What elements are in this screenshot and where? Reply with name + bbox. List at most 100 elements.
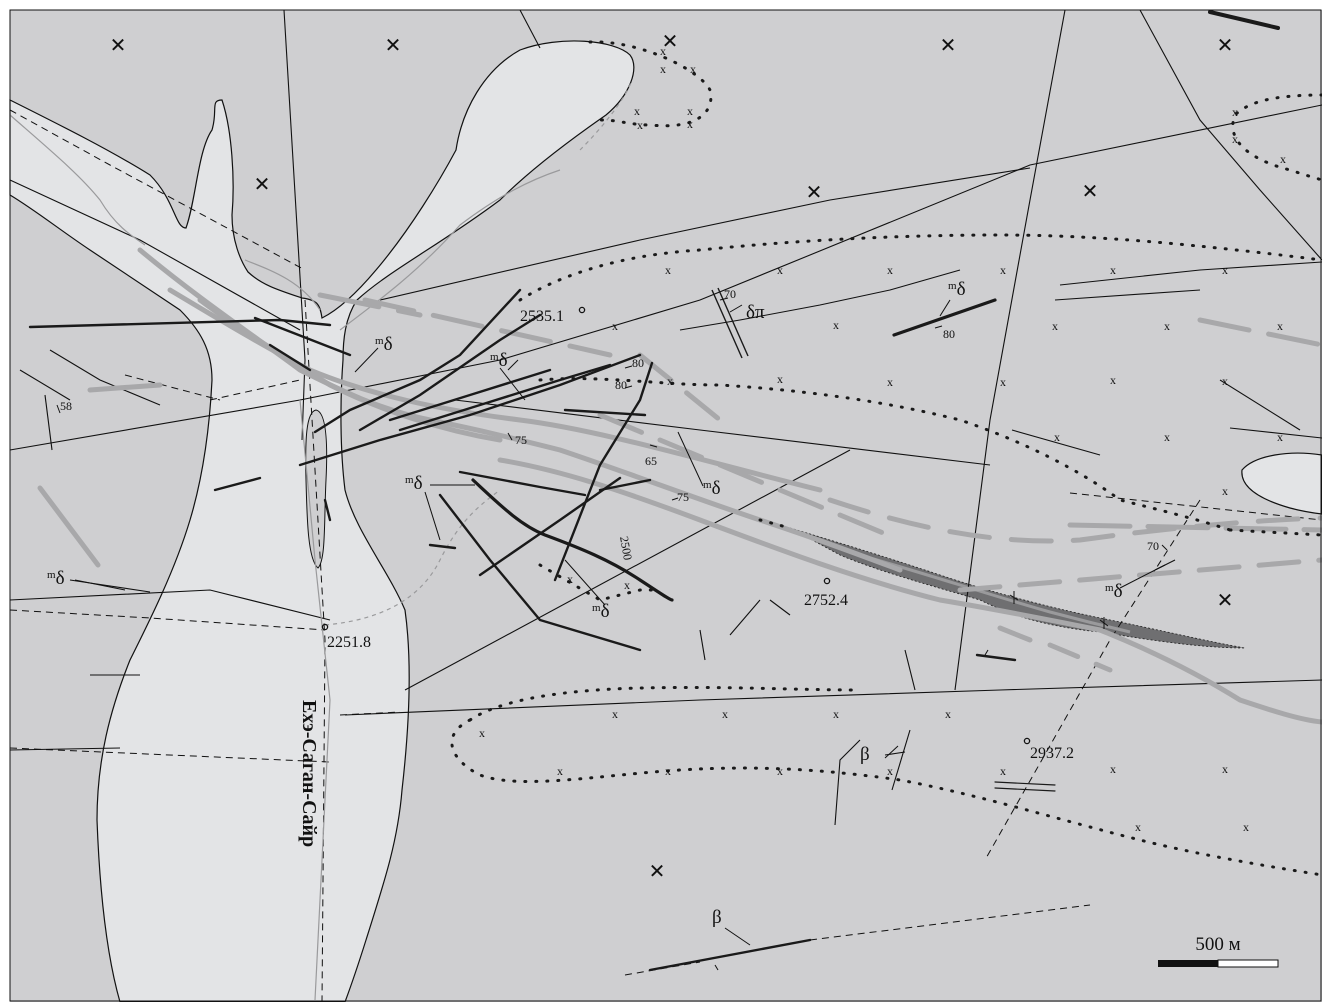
svg-text:x: x xyxy=(1110,373,1116,387)
svg-text:x: x xyxy=(1222,762,1228,776)
svg-text:x: x xyxy=(887,375,893,389)
elevation-marker xyxy=(321,623,329,631)
granite-mark: ✕ xyxy=(1217,35,1234,57)
svg-text:x: x xyxy=(660,62,666,76)
svg-text:x: x xyxy=(1277,430,1283,444)
svg-text:x: x xyxy=(945,707,951,721)
svg-text:x: x xyxy=(1110,762,1116,776)
dip-label: 75 xyxy=(515,433,527,447)
mafic-dykes xyxy=(28,10,1280,972)
svg-text:x: x xyxy=(687,104,693,118)
svg-text:x: x xyxy=(777,372,783,386)
svg-text:x: x xyxy=(887,263,893,277)
elevation-marker xyxy=(823,577,831,585)
granite-mark: ✕ xyxy=(1082,181,1099,203)
granite-mark: ✕ xyxy=(806,182,823,204)
diorite-label: mδ xyxy=(703,478,721,499)
dip-labels: 58 70 80 80 80 75 65 75 70 2500 xyxy=(60,287,1159,561)
svg-text:x: x xyxy=(1052,319,1058,333)
ore-body-inner xyxy=(869,556,1131,634)
svg-text:x: x xyxy=(637,118,643,132)
diorite-label: mδ xyxy=(405,473,423,494)
inferred-faults xyxy=(9,109,1322,1002)
diorite-label: mδ xyxy=(375,334,393,355)
diorite-label: mδ xyxy=(592,601,610,622)
svg-text:x: x xyxy=(1164,430,1170,444)
svg-text:x: x xyxy=(479,726,485,740)
elevation-label: 2937.2 xyxy=(1030,745,1074,762)
dip-label: 2500 xyxy=(617,535,635,561)
svg-text:x: x xyxy=(722,707,728,721)
scale-bar-white xyxy=(1217,959,1279,968)
svg-text:x: x xyxy=(665,764,671,778)
svg-text:x: x xyxy=(1054,430,1060,444)
svg-text:x: x xyxy=(690,62,696,76)
svg-text:x: x xyxy=(557,764,563,778)
svg-text:x: x xyxy=(1110,263,1116,277)
diorite-label: mδ xyxy=(1105,581,1123,602)
scale-bar: 500 м xyxy=(1158,934,1279,968)
elevation-label: 2251.8 xyxy=(327,634,371,651)
svg-text:x: x xyxy=(833,318,839,332)
elevation-marker xyxy=(578,306,586,314)
ore-body xyxy=(789,527,1246,649)
scale-bar-black xyxy=(1158,960,1218,967)
svg-text:x: x xyxy=(1135,820,1141,834)
granite-mark: ✕ xyxy=(385,35,402,57)
svg-text:x: x xyxy=(777,263,783,277)
svg-text:x: x xyxy=(665,263,671,277)
granite-mark: ✕ xyxy=(662,31,679,53)
dip-label: 58 xyxy=(60,399,72,413)
faults xyxy=(9,9,1322,826)
svg-text:x: x xyxy=(1000,263,1006,277)
dip-label: 65 xyxy=(645,454,657,468)
svg-text:x: x xyxy=(1243,820,1249,834)
scale-bar-label: 500 м xyxy=(1195,934,1240,955)
granite-mark: ✕ xyxy=(1217,590,1234,612)
svg-text:x: x xyxy=(1164,319,1170,333)
svg-text:x: x xyxy=(1232,105,1238,119)
granite-mark: ✕ xyxy=(110,35,127,57)
svg-text:x: x xyxy=(612,707,618,721)
elevation-points xyxy=(321,306,1031,745)
elevation-marker xyxy=(1023,737,1031,745)
svg-text:x: x xyxy=(634,104,640,118)
svg-text:x: x xyxy=(567,572,573,586)
svg-text:x: x xyxy=(1232,132,1238,146)
river-name-label: Ехэ-Саган-Сайр xyxy=(298,700,320,847)
dip-label: 70 xyxy=(724,287,736,301)
granite-marks: ✕ ✕ ✕ ✕ ✕ ✕ ✕ ✕ ✕ ✕ xyxy=(110,31,1234,883)
svg-text:x: x xyxy=(1277,319,1283,333)
granite-mark: ✕ xyxy=(940,35,957,57)
granite-mark: ✕ xyxy=(254,174,271,196)
dip-label: 75 xyxy=(677,490,689,504)
dotted-contours xyxy=(450,40,1322,877)
diorite-label: mδ xyxy=(490,350,508,371)
map-frame xyxy=(9,9,1322,1002)
svg-text:x: x xyxy=(1222,484,1228,498)
valley-blob-east xyxy=(1241,452,1322,515)
granite-mark: ✕ xyxy=(649,861,666,883)
dip-ticks xyxy=(56,297,1168,971)
basalt-label: β xyxy=(860,744,870,765)
svg-text:x: x xyxy=(1280,152,1286,166)
svg-text:x: x xyxy=(887,764,893,778)
dip-label: 80 xyxy=(632,356,644,370)
svg-text:x: x xyxy=(1000,375,1006,389)
elevation-label: 2752.4 xyxy=(804,592,848,609)
diorite-label: mδ xyxy=(948,279,966,300)
basalt-label: β xyxy=(712,907,722,928)
dip-label: 80 xyxy=(943,327,955,341)
svg-text:x: x xyxy=(660,44,666,58)
dip-label: 80 xyxy=(615,378,627,392)
svg-text:x: x xyxy=(777,764,783,778)
diorite-porphyry-label: δπ xyxy=(746,302,765,323)
diorite-label: mδ xyxy=(47,568,65,589)
svg-text:x: x xyxy=(833,707,839,721)
svg-text:x: x xyxy=(624,578,630,592)
dip-label: 70 xyxy=(1147,539,1159,553)
valley-lens xyxy=(305,409,328,569)
elevation-labels: 2535.1 2752.4 2251.8 2937.2 xyxy=(327,308,1074,762)
